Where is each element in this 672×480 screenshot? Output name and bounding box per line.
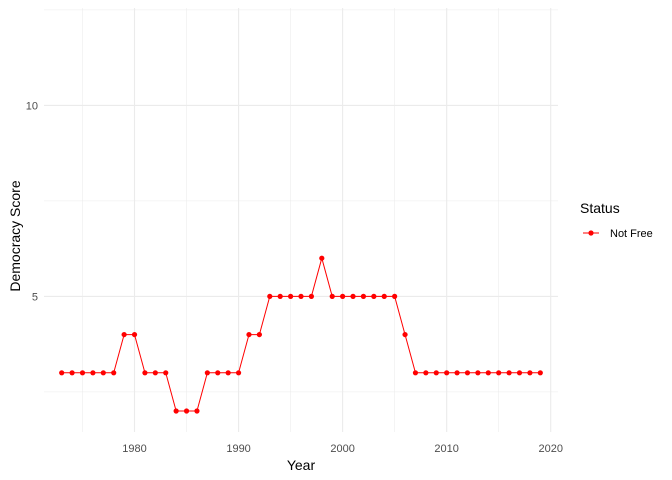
data-point — [475, 370, 481, 376]
data-point — [423, 370, 429, 376]
data-point — [277, 293, 283, 299]
data-point — [319, 255, 325, 261]
data-point — [381, 293, 387, 299]
legend-label-not-free: Not Free — [610, 228, 653, 240]
x-axis-tick-labels: 1980 1990 2000 2010 2020 — [122, 443, 563, 455]
data-point — [79, 370, 86, 376]
data-point — [454, 370, 460, 376]
data-point — [152, 370, 158, 376]
data-point — [111, 370, 117, 376]
minor-gridlines — [44, 8, 558, 432]
data-point — [215, 370, 221, 376]
data-point — [496, 370, 502, 376]
data-point — [537, 370, 543, 376]
data-point — [131, 331, 138, 338]
data-point — [371, 293, 377, 299]
data-point — [298, 293, 304, 299]
data-point — [235, 370, 242, 376]
data-point — [90, 370, 96, 376]
legend: Status Not Free — [580, 200, 653, 240]
data-point — [464, 370, 471, 376]
data-point — [444, 370, 450, 376]
data-point — [246, 331, 252, 338]
x-tick-label: 1990 — [226, 443, 250, 455]
x-tick-label: 2000 — [330, 443, 354, 455]
x-tick-label: 2020 — [538, 443, 562, 455]
data-point — [59, 370, 65, 376]
data-point — [308, 293, 315, 299]
data-point — [225, 370, 231, 376]
data-point — [329, 293, 335, 299]
x-tick-label: 2010 — [434, 443, 458, 455]
y-tick-label: 10 — [26, 100, 38, 112]
data-point — [340, 293, 346, 299]
data-point — [350, 293, 356, 299]
data-point — [360, 293, 367, 299]
series-points-group — [59, 255, 543, 414]
data-point — [485, 370, 491, 376]
x-tick-label: 1980 — [122, 443, 146, 455]
x-axis-title: Year — [287, 457, 316, 473]
data-point — [183, 408, 190, 414]
data-point — [69, 370, 75, 376]
data-point — [142, 370, 148, 376]
data-point — [121, 331, 127, 338]
data-point — [256, 331, 262, 338]
legend-key-point — [588, 230, 594, 236]
data-point — [433, 370, 439, 376]
data-point — [412, 370, 419, 376]
data-point — [267, 293, 273, 299]
data-point — [163, 370, 169, 376]
y-axis-title: Democracy Score — [7, 180, 23, 291]
data-point — [204, 370, 210, 376]
data-point — [527, 370, 533, 376]
data-point — [402, 331, 408, 338]
data-point — [287, 293, 294, 299]
data-point — [392, 293, 398, 299]
legend-title: Status — [580, 200, 620, 216]
major-gridlines — [44, 8, 558, 432]
data-point — [173, 408, 179, 414]
data-point — [516, 370, 523, 376]
data-point — [506, 370, 512, 376]
y-axis-tick-labels: 5 10 — [26, 100, 38, 303]
data-point — [100, 370, 106, 376]
y-tick-label: 5 — [32, 291, 38, 303]
data-point — [194, 408, 200, 414]
